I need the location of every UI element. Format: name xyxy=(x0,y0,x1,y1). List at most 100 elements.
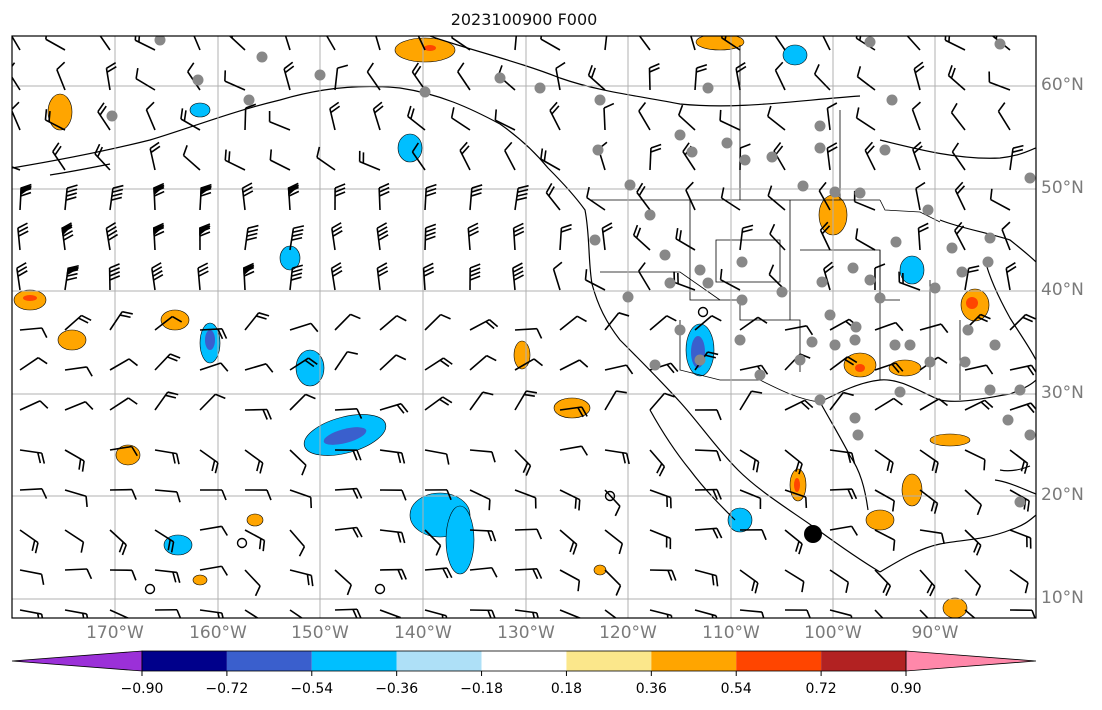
wind-barb-icon xyxy=(469,489,491,511)
wind-barb-icon xyxy=(559,359,589,371)
station-dot-icon xyxy=(1014,496,1026,508)
wind-barb-icon xyxy=(826,102,838,131)
wind-barb-icon xyxy=(424,449,450,465)
station-dot-icon xyxy=(694,354,706,366)
wind-barb-icon xyxy=(334,408,363,419)
wind-barb-icon xyxy=(637,262,651,291)
wind-barb-icon xyxy=(774,61,786,91)
colorbar-bin xyxy=(226,651,312,671)
wind-barb-icon xyxy=(632,224,651,251)
wind-barb-icon xyxy=(289,609,309,618)
colorbar-extend-low xyxy=(11,650,143,672)
wind-barb-icon xyxy=(735,61,747,91)
wind-barb-icon xyxy=(422,262,435,291)
wind-barb-icon xyxy=(694,409,722,421)
station-dot-icon xyxy=(889,339,901,351)
wind-barb-icon xyxy=(199,393,226,411)
wind-barb-icon xyxy=(784,449,803,475)
wind-barb-icon xyxy=(559,529,578,555)
storm-center-icon xyxy=(804,525,822,543)
calm-circle-icon xyxy=(144,583,156,595)
wind-barb-icon xyxy=(199,489,227,501)
wind-barb-icon xyxy=(424,567,453,579)
lat-tick-label: 50°N xyxy=(1041,178,1084,198)
wind-barb-icon xyxy=(549,101,561,131)
station-dot-icon xyxy=(962,324,974,336)
wind-barb-icon xyxy=(818,181,831,211)
wind-barb-icon xyxy=(358,150,381,171)
colorbar xyxy=(11,650,1037,676)
station-dot-icon xyxy=(256,51,268,63)
station-dot-icon xyxy=(754,369,766,381)
wind-barb-icon xyxy=(334,313,361,331)
station-dot-icon xyxy=(814,120,826,132)
lon-tick-label: 90°W xyxy=(911,623,959,643)
wind-barb-icon xyxy=(64,449,85,472)
wind-barb-icon xyxy=(559,569,581,592)
wind-barb-icon xyxy=(911,101,921,131)
wind-barb-icon xyxy=(540,148,561,171)
wind-barb-icon xyxy=(154,608,182,618)
station-dot-icon xyxy=(904,339,916,351)
wind-barb-icon xyxy=(898,271,921,291)
station-dot-icon xyxy=(864,36,876,48)
wind-barb-icon xyxy=(289,225,305,251)
colorbar-tick-label: 0.72 xyxy=(805,681,837,697)
wind-barb-icon xyxy=(826,142,838,171)
wind-barb-icon xyxy=(406,105,426,131)
lon-tick-label: 120°W xyxy=(599,623,657,643)
lon-tick-label: 150°W xyxy=(291,623,349,643)
wind-barb-icon xyxy=(688,36,696,51)
colorbar-bin xyxy=(821,651,906,671)
station-dot-icon xyxy=(106,110,118,122)
wind-barb-icon xyxy=(559,489,581,511)
wind-barb-icon xyxy=(64,184,78,211)
wind-barb-icon xyxy=(514,609,541,618)
wind-barb-icon xyxy=(514,36,518,51)
wind-barb-icon xyxy=(199,328,228,340)
wind-barb-icon xyxy=(604,569,622,596)
station-dot-icon xyxy=(1024,429,1036,441)
station-dot-icon xyxy=(994,38,1006,50)
station-dot-icon xyxy=(589,234,601,246)
colorbar-frame xyxy=(141,650,907,672)
station-dot-icon xyxy=(674,129,686,141)
station-dot-icon xyxy=(766,151,778,163)
wind-barb-icon xyxy=(109,445,138,457)
wind-barb-icon xyxy=(289,322,319,333)
wind-barb-icon xyxy=(109,184,124,211)
wind-barb-icon xyxy=(586,186,606,211)
wind-barb-icon xyxy=(829,525,859,536)
wind-barb-icon xyxy=(244,449,264,474)
lon-tick-label: 170°W xyxy=(86,623,144,643)
wind-barb-icon xyxy=(289,393,316,411)
wind-barb-icon xyxy=(12,101,21,131)
wind-barb-icon xyxy=(913,61,925,91)
station-dot-icon xyxy=(736,256,748,268)
wind-barb-icon xyxy=(64,400,94,411)
wind-barb-icon xyxy=(784,569,805,593)
wind-barb-icon xyxy=(964,569,982,596)
station-dot-icon xyxy=(686,146,698,158)
wind-barb-icon xyxy=(269,149,291,171)
station-dot-icon xyxy=(664,277,676,289)
station-dot-icon xyxy=(849,412,861,424)
station-dot-icon xyxy=(874,292,886,304)
wind-barb-icon xyxy=(819,36,831,51)
station-dot-icon xyxy=(922,204,934,216)
station-dot-icon xyxy=(982,256,994,268)
wind-barb-icon xyxy=(1009,569,1029,594)
wind-barb-icon xyxy=(919,449,939,474)
station-dot-icon xyxy=(946,242,958,254)
wind-barb-icon xyxy=(378,182,390,211)
wind-barb-icon xyxy=(649,392,675,411)
surface-stations xyxy=(106,36,1036,595)
wind-barb-icon xyxy=(469,263,481,291)
wind-barb-icon xyxy=(12,36,21,51)
wind-barb-icon xyxy=(243,262,255,291)
station-dot-icon xyxy=(854,187,866,199)
wind-barb-icon xyxy=(334,569,352,596)
wind-barb-icon xyxy=(154,353,181,371)
colorbar-tick-label: 0.90 xyxy=(890,681,922,697)
